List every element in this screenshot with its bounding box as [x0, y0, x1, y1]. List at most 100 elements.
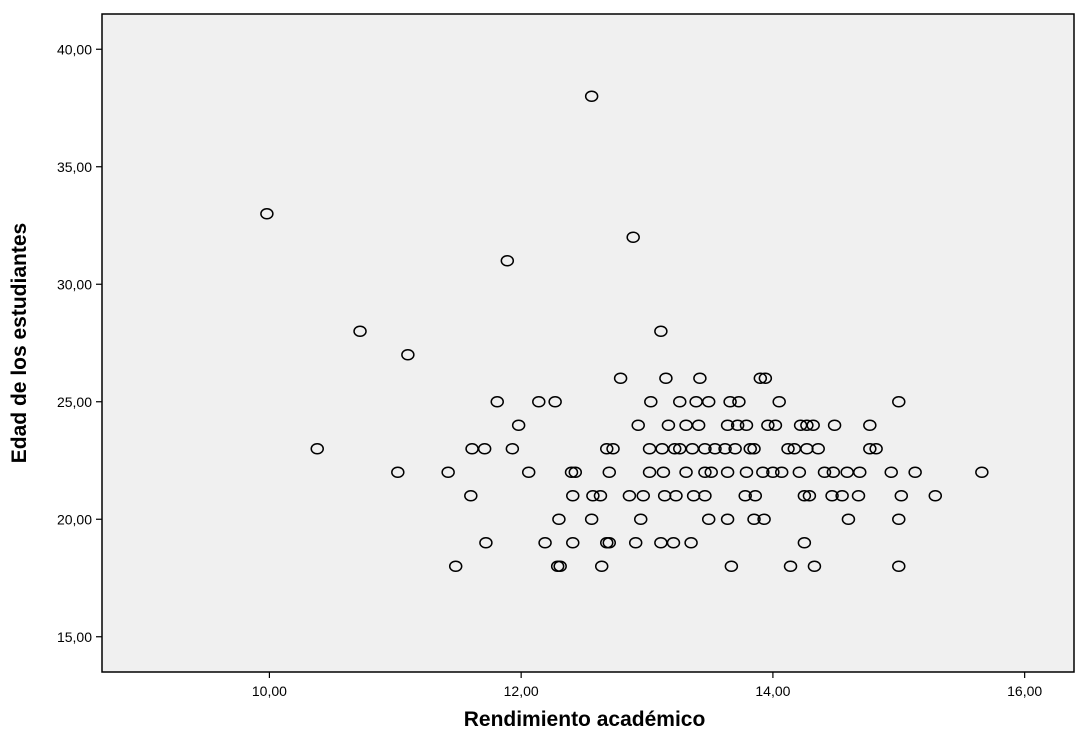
data-point	[656, 466, 671, 478]
data-point	[841, 513, 856, 525]
data-point	[693, 372, 707, 384]
y-axis: 15,00 20,00 25,00 30,00 35,00 40,00	[57, 41, 102, 645]
data-point	[797, 490, 812, 502]
data-point	[490, 396, 504, 408]
data-point	[853, 466, 867, 478]
data-point	[626, 231, 640, 243]
data-point	[661, 419, 676, 431]
data-point	[636, 490, 651, 502]
y-tick-label: 30,00	[57, 276, 92, 292]
data-point	[747, 513, 761, 525]
x-tick-label: 12,00	[504, 683, 539, 699]
data-point	[622, 490, 637, 502]
data-point	[781, 443, 795, 455]
data-point	[633, 513, 648, 525]
data-point	[679, 466, 693, 478]
data-point	[884, 466, 898, 478]
data-point	[310, 443, 324, 455]
data-point	[757, 513, 771, 525]
data-point	[704, 466, 718, 478]
data-point	[817, 466, 832, 478]
data-point	[553, 560, 567, 572]
data-point	[756, 466, 770, 478]
data-point	[739, 466, 754, 478]
data-point	[743, 443, 757, 455]
data-point	[792, 466, 807, 478]
y-tick-label: 40,00	[57, 41, 92, 57]
data-point	[479, 537, 493, 549]
data-point	[825, 490, 839, 502]
data-point	[701, 513, 716, 525]
data-point	[552, 513, 566, 525]
data-point	[826, 466, 841, 478]
data-point	[701, 396, 716, 408]
data-point	[654, 325, 668, 337]
data-point	[666, 537, 681, 549]
y-tick-label: 35,00	[57, 159, 92, 175]
data-point	[928, 490, 943, 502]
x-axis-title: Rendimiento académico	[464, 708, 706, 731]
data-point	[511, 419, 526, 431]
data-point	[548, 396, 562, 408]
y-tick-label: 20,00	[57, 511, 92, 527]
data-point	[659, 372, 673, 384]
plot-area	[101, 13, 1075, 673]
x-tick-label: 14,00	[755, 683, 790, 699]
data-point	[908, 466, 922, 478]
data-point	[600, 443, 614, 455]
data-point	[811, 443, 825, 455]
data-point	[863, 443, 877, 455]
x-axis: 10,00 12,00 14,00 16,00	[252, 672, 1042, 699]
data-point	[783, 560, 798, 572]
data-point	[748, 490, 763, 502]
data-point	[869, 443, 883, 455]
data-point	[892, 560, 906, 572]
data-point	[613, 372, 628, 384]
data-point	[441, 466, 455, 478]
data-point	[628, 537, 643, 549]
data-point	[584, 90, 599, 102]
data-point	[566, 490, 580, 502]
data-point	[673, 396, 687, 408]
data-point	[807, 560, 822, 572]
data-point	[747, 443, 761, 455]
data-point	[521, 466, 536, 478]
data-point	[505, 443, 520, 455]
data-point	[464, 490, 478, 502]
data-point	[401, 349, 415, 361]
data-point	[593, 490, 608, 502]
data-point	[892, 513, 906, 525]
data-point	[391, 466, 405, 478]
data-point	[730, 419, 745, 431]
y-tick-label: 15,00	[57, 629, 92, 645]
data-point	[698, 466, 712, 478]
data-point	[602, 466, 617, 478]
data-point	[718, 443, 732, 455]
data-point	[606, 443, 620, 455]
data-point	[894, 490, 909, 502]
data-point	[761, 419, 775, 431]
data-point	[892, 396, 906, 408]
data-point	[584, 513, 599, 525]
data-point	[448, 560, 463, 572]
data-point	[738, 490, 752, 502]
data-point	[566, 537, 580, 549]
data-point	[732, 396, 746, 408]
data-points	[260, 90, 989, 572]
data-point	[774, 466, 789, 478]
data-point	[477, 443, 492, 455]
data-point	[669, 490, 683, 502]
data-point	[644, 396, 658, 408]
y-axis-title: Edad de los estudiantes	[8, 223, 31, 463]
y-tick-label: 25,00	[57, 394, 92, 410]
data-point	[724, 560, 739, 572]
data-point	[564, 466, 579, 478]
data-point	[802, 490, 817, 502]
data-point	[631, 419, 645, 431]
data-point	[772, 396, 786, 408]
data-point	[691, 419, 706, 431]
data-point	[260, 208, 274, 220]
data-point	[720, 466, 735, 478]
x-tick-label: 10,00	[252, 683, 287, 699]
data-point	[698, 490, 712, 502]
